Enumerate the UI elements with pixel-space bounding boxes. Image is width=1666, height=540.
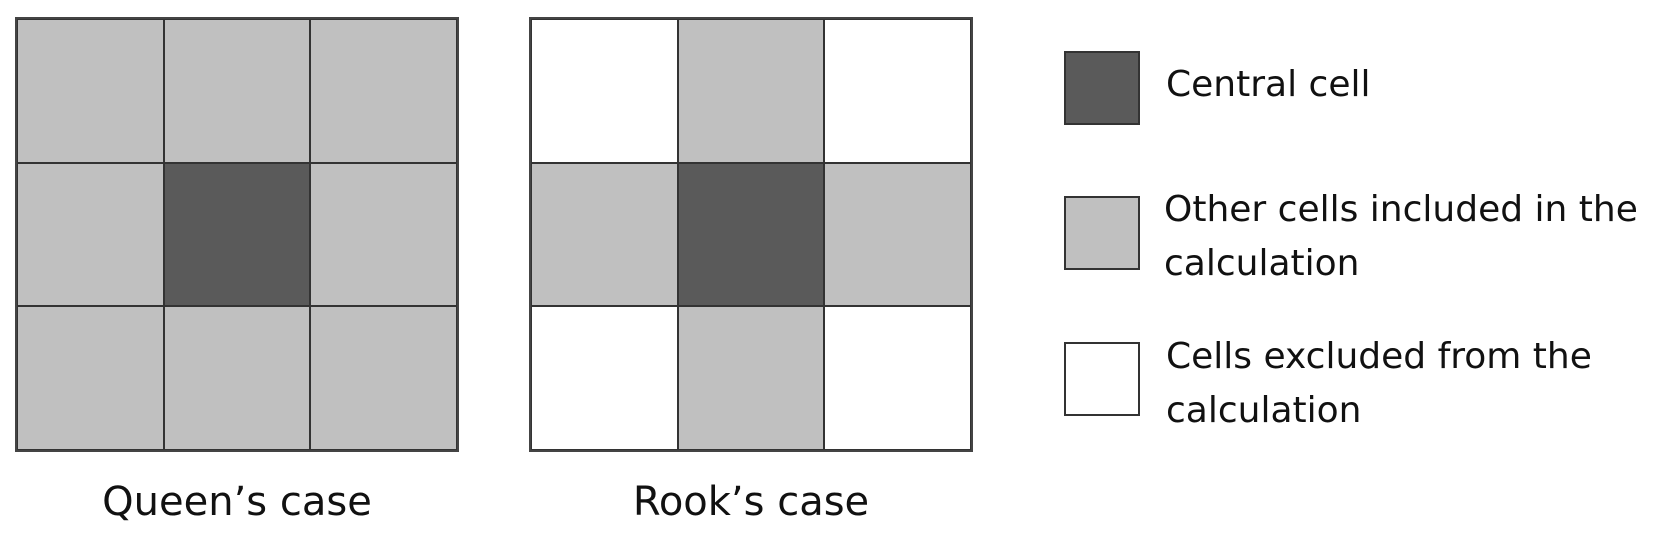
excluded-cell [824,19,971,163]
excluded-cell [824,306,971,450]
excluded-cell [531,19,678,163]
rooks-case-grid [529,17,973,452]
included-cell [677,306,825,450]
included-cell [17,162,164,307]
legend-label-line: calculation [1166,390,1362,431]
legend-label-line: Other cells included in the [1164,189,1638,230]
included-cell [163,306,311,450]
legend-label-included-cells: Other cells included in the calculation [1164,183,1659,291]
included-cell [310,19,457,163]
central-cell [677,162,825,307]
central-cell [163,162,311,307]
rooks-case-caption: Rook’s case [632,479,870,525]
legend-swatch-central-cell [1064,51,1140,125]
included-cell [531,162,678,307]
legend-swatch-included-cells [1064,196,1140,270]
excluded-cell [531,306,678,450]
legend-swatch-excluded-cells [1064,342,1140,416]
legend-label-line: Cells excluded from the [1166,336,1592,377]
included-cell [677,19,825,163]
legend-label-line: Central cell [1166,64,1371,105]
queens-case-caption: Queen’s case [102,479,372,525]
included-cell [310,306,457,450]
included-cell [17,19,164,163]
included-cell [163,19,311,163]
legend-label-excluded-cells: Cells excluded from the calculation [1166,330,1661,438]
legend-label-central-cell: Central cell [1166,58,1661,112]
included-cell [310,162,457,307]
queens-case-grid [15,17,459,452]
included-cell [17,306,164,450]
legend-label-line: calculation [1164,243,1360,284]
included-cell [824,162,971,307]
